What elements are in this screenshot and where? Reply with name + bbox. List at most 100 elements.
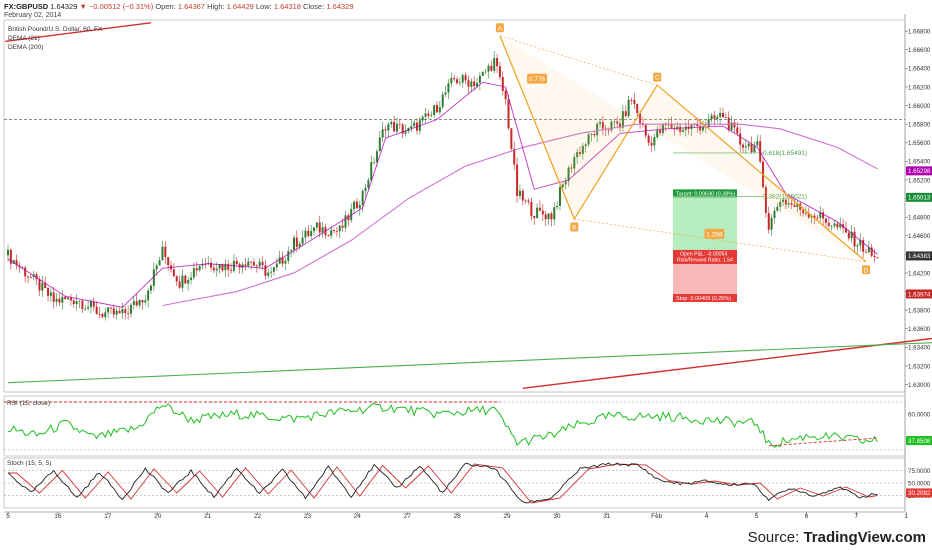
candle-body	[619, 123, 622, 128]
price-tick-label: 1.66000	[908, 103, 931, 110]
price-tick-label: 1.65800	[908, 121, 931, 128]
candle-body	[584, 144, 587, 146]
candle-body	[807, 212, 810, 218]
candle-body	[784, 199, 787, 205]
candle-body	[793, 204, 796, 208]
candle-body	[307, 230, 310, 236]
candle-body	[573, 157, 576, 169]
candle-body	[404, 131, 407, 134]
stoch-tick-label: 75.0000	[908, 468, 931, 475]
candle-body	[873, 255, 876, 258]
candle-body	[847, 232, 850, 239]
candle-body	[109, 307, 112, 309]
price-axis-tag-label: 1.63974	[908, 291, 931, 298]
candle-body	[267, 272, 270, 276]
candle-body	[607, 130, 610, 131]
candle-body	[184, 275, 187, 284]
stop-label: Stop: 0.00409 (0.25%)	[676, 296, 731, 302]
price-tick-label: 1.66600	[908, 47, 931, 54]
candle-body	[353, 201, 356, 210]
candle-body	[227, 263, 230, 270]
candle-body	[567, 167, 570, 182]
candle-body	[155, 265, 158, 270]
pattern-ratio-box	[704, 228, 725, 239]
candle-body	[516, 164, 519, 196]
candle-body	[696, 123, 699, 127]
candle-body	[118, 310, 121, 314]
candle-body	[29, 277, 32, 278]
candle-body	[347, 215, 350, 221]
candle-body	[64, 296, 67, 300]
candle-body	[493, 58, 496, 71]
candle-body	[364, 187, 367, 191]
candle-body	[827, 222, 830, 226]
candle-body	[304, 230, 307, 238]
candle-body	[112, 308, 115, 315]
candle-body	[293, 237, 295, 251]
pattern-point-marker	[862, 265, 870, 275]
candle-body	[49, 292, 52, 296]
candle-body	[12, 260, 15, 264]
candle-body	[370, 162, 373, 181]
candle-body	[433, 105, 436, 116]
candle-body	[538, 207, 541, 211]
rsi-divergence-line	[768, 437, 878, 447]
candle-body	[822, 212, 825, 219]
candle-body	[201, 264, 204, 266]
candle-body	[553, 207, 556, 220]
candle-body	[870, 247, 873, 256]
high-label: High:	[207, 2, 225, 11]
pattern-ratio-box	[527, 73, 548, 84]
date-label: February 02, 2014	[4, 12, 62, 19]
candle-body	[281, 257, 284, 264]
candle-body	[150, 285, 152, 291]
price-axis-tag	[906, 192, 932, 202]
candle-body	[481, 71, 484, 76]
candle-body	[144, 300, 147, 303]
candle-body	[158, 260, 161, 266]
candle-body	[862, 240, 865, 252]
candle-body	[270, 271, 273, 273]
candle-body	[844, 228, 847, 233]
candle-body	[876, 257, 879, 259]
candle-body	[593, 133, 596, 136]
candle-body	[221, 264, 224, 271]
candle-body	[839, 224, 842, 228]
price-tick-label: 1.63600	[908, 326, 931, 333]
candle-body	[121, 309, 124, 314]
candle-body	[210, 262, 213, 268]
stoch-last-label: 30.2082	[908, 490, 931, 497]
candle-body	[330, 230, 333, 236]
candle-body	[533, 215, 536, 218]
candle-body	[344, 215, 347, 228]
candle-body	[579, 152, 581, 154]
target-zone	[673, 197, 737, 256]
pattern-point-label: B	[572, 225, 576, 232]
candle-body	[124, 309, 127, 313]
candle-body	[224, 263, 227, 271]
candle-body	[458, 82, 461, 84]
candle-body	[776, 206, 779, 211]
candle-body	[856, 245, 859, 247]
candle-body	[218, 264, 221, 269]
candle-body	[804, 212, 807, 214]
time-tick-label: 4	[705, 513, 709, 520]
candle-body	[867, 247, 870, 253]
time-tick-label: 16	[54, 513, 62, 520]
candle-body	[699, 126, 702, 131]
candle-body	[244, 264, 247, 267]
candle-body	[507, 99, 510, 129]
candle-body	[701, 126, 704, 131]
low-value: 1.64318	[273, 2, 301, 11]
candle-body	[524, 200, 527, 202]
candle-body	[38, 279, 41, 291]
candle-body	[756, 141, 759, 146]
price-tick-label: 1.63200	[908, 363, 931, 370]
dema21-line	[7, 81, 878, 308]
candle-body	[295, 237, 298, 247]
rsi-last-label: 37.8508	[908, 438, 931, 445]
candle-body	[24, 267, 27, 277]
candle-body	[444, 92, 447, 95]
risk-reward-label: Risk/Reward Ratio: 1.54	[677, 257, 733, 263]
